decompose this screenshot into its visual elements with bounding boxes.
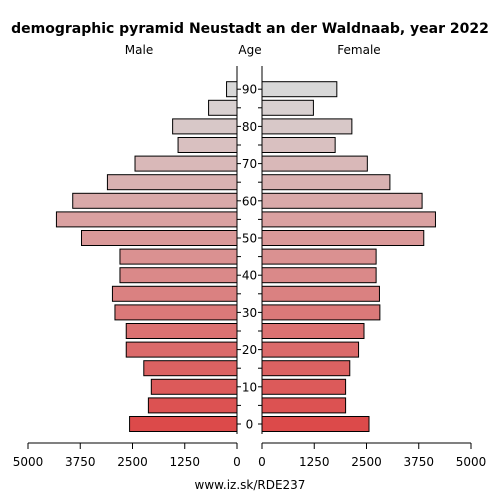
female-x-tick-label: 5000 [456,455,487,469]
female-bar-60-64 [261,192,423,209]
age-tick-label: 10 [242,380,257,394]
x-axis: 5000 3750 2500 1250 0 0 1250 2500 3750 5000 [13,442,487,469]
male-bar-30-34 [114,304,238,321]
male-label: Male [125,43,153,57]
age-tick-label: 20 [242,343,257,357]
age-tick-label: 60 [242,194,257,208]
male-bar-60-64 [72,192,238,209]
age-tick-label: 50 [242,232,257,246]
male-bar-70-74 [134,155,238,172]
age-tick-label: 40 [242,269,257,283]
female-x-tick-label: 0 [258,455,266,469]
male-bar-75-79 [177,137,238,153]
female-x-tick-label: 1250 [299,455,330,469]
footer-url: www.iz.sk/RDE237 [195,478,306,492]
female-label: Female [337,43,380,57]
female-bar-45-49 [261,248,377,265]
male-bar-25-29 [125,323,238,339]
male-bar-20-24 [125,341,238,358]
female-x-tick-label: 3750 [403,455,434,469]
male-bar-0-4 [129,416,238,432]
male-bar-50-54 [81,230,238,246]
age-tick-label: 0 [246,418,254,432]
male-x-tick-label: 0 [233,455,241,469]
female-bar-25-29 [261,323,365,339]
female-bar-5-9 [261,397,347,414]
female-bar-0-4 [261,416,370,432]
age-tick-label: 70 [242,157,257,171]
male-x-tick-label: 1250 [169,455,200,469]
age-tick-label: 80 [242,120,257,134]
male-bar-35-39 [111,285,238,302]
male-bar-10-14 [150,378,238,395]
male-bar-80-84 [172,118,238,135]
female-bar-90+ [261,81,338,98]
female-bar-85-89 [261,99,314,116]
male-bar-15-19 [143,360,238,377]
male-bar-90+ [226,81,238,98]
age-axis: 0 10 20 30 40 50 60 70 80 90 [236,66,263,434]
male-bar-5-9 [147,397,238,414]
female-bar-65-69 [261,174,391,191]
female-bar-55-59 [261,211,436,228]
male-x-tick-label: 3750 [65,455,96,469]
female-bar-30-34 [261,304,381,321]
male-x-tick-label: 5000 [13,455,44,469]
male-bar-85-89 [208,99,238,116]
chart-title: demographic pyramid Neustadt an der Wald… [11,21,489,37]
female-bar-10-14 [261,378,347,395]
male-bar-55-59 [55,211,238,228]
age-label: Age [238,43,261,57]
female-bar-40-44 [261,267,377,284]
female-bar-50-54 [261,230,425,246]
age-tick-label: 30 [242,306,257,320]
female-bar-35-39 [261,285,380,302]
age-tick-label: 90 [242,83,257,97]
female-x-tick-label: 2500 [351,455,382,469]
male-x-tick-label: 2500 [117,455,148,469]
bars-group [55,81,436,432]
male-bar-65-69 [106,174,238,191]
male-bar-40-44 [119,267,238,284]
female-bar-15-19 [261,360,351,377]
female-bar-80-84 [261,118,353,135]
female-bar-20-24 [261,341,360,358]
female-bar-75-79 [261,137,336,153]
female-bar-70-74 [261,155,368,172]
male-bar-45-49 [119,248,238,265]
